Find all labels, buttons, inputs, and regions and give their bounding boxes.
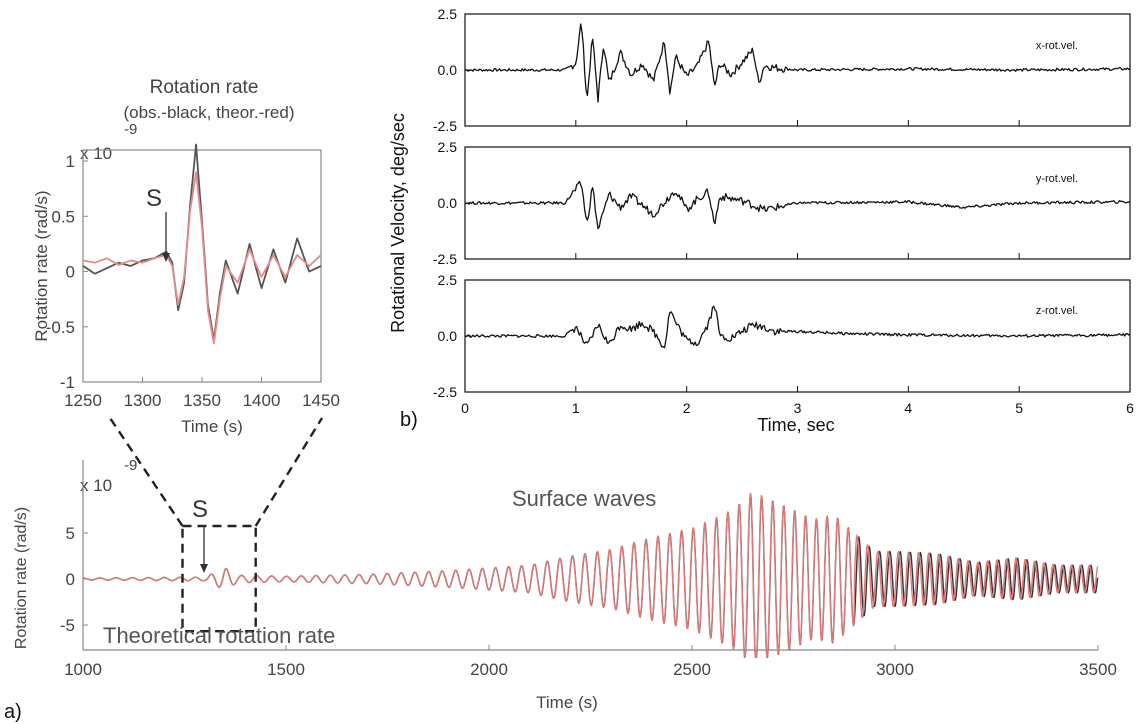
- theo-xtick-label: 3000: [876, 660, 914, 679]
- inset-exponent-power: -9: [124, 121, 137, 138]
- inset-xtick-label: 1350: [183, 391, 221, 410]
- inset-title: Rotation rate: [150, 77, 259, 98]
- inset-panel: Rotation rate (obs.-black, theor.-red) x…: [32, 77, 340, 436]
- theo-ylabel: Rotation rate (rad/s): [13, 507, 30, 649]
- theo-exponent-power: -9: [124, 457, 137, 474]
- legend-y-rot: y-rot.vel.: [1036, 173, 1078, 185]
- rotvel-ytick-label: 0.0: [438, 328, 458, 344]
- inset-xtick-label: 1300: [124, 391, 162, 410]
- rotvel-ticks: 2.50.0-2.52.50.0-2.52.50.0-2.50 1 2 3 4 5 6: [433, 6, 1134, 416]
- rotvel-xtick-label: 4: [904, 400, 912, 416]
- zoom-connector-left: [109, 417, 184, 527]
- rotvel-ytick-label: 2.5: [438, 139, 458, 155]
- inset-subtitle: (obs.-black, theor.-red): [123, 103, 294, 122]
- rotvel-ylabel: Rotational Velocity, deg/sec: [388, 113, 408, 333]
- rotvel-xtick-label: 3: [794, 400, 802, 416]
- rotvel-ytick-label: -2.5: [433, 384, 457, 400]
- theo-theoretical-label: Theoretical rotation rate: [103, 623, 335, 648]
- inset-x-ticks: 1250 1300 1350 1400 1450: [64, 377, 340, 410]
- inset-y-ticks: 1 0.5 0 -0.5 -1: [46, 152, 88, 392]
- rotvel-xtick-label: 2: [683, 400, 691, 416]
- inset-ytick-label: 0.5: [51, 207, 75, 226]
- inset-xtick-label: 1400: [243, 391, 281, 410]
- rotvel-ytick-label: 2.5: [438, 6, 458, 22]
- theo-xtick-label: 1000: [64, 660, 102, 679]
- theo-xtick-label: 3500: [1079, 660, 1117, 679]
- inset-ytick-label: 0: [66, 263, 75, 282]
- rotvel-ytick-label: -2.5: [433, 251, 457, 267]
- rotvel-panel: Rotational Velocity, deg/sec 2.5 0.0 -2.5 2…: [388, 6, 1134, 435]
- theo-ytick-label: 5: [66, 524, 75, 543]
- inset-ylabel: Rotation rate (rad/s): [32, 190, 51, 341]
- rotvel-series-line: [464, 23, 1131, 103]
- rotvel-ytick-label: -2.5: [433, 118, 457, 134]
- theo-ytick-label: 0: [66, 570, 75, 589]
- theo-xtick-label: 2000: [470, 660, 508, 679]
- inset-xtick-label: 1250: [64, 391, 102, 410]
- rotvel-ytick-label: 0.0: [438, 195, 458, 211]
- inset-theoretical-line: [82, 171, 322, 345]
- rotvel-xlabel: Time, sec: [757, 415, 834, 435]
- zoom-connector-right: [254, 417, 324, 527]
- rotvel-xtick-label: 0: [461, 400, 469, 416]
- panel-b-label: b): [400, 409, 418, 431]
- theo-s-arrowhead: [200, 564, 208, 573]
- theo-surface-waves-label: Surface waves: [512, 486, 656, 511]
- rotvel-ytick-label: 0.0: [438, 62, 458, 78]
- zoom-box: [181, 524, 257, 633]
- legend-z-rot: z-rot.vel.: [1036, 305, 1078, 317]
- rotvel-series-line: [464, 180, 1131, 230]
- legend-x-rot: x-rot.vel.: [1036, 40, 1078, 52]
- rotvel-xtick-label: 5: [1015, 400, 1023, 416]
- rotvel-series-group: [464, 23, 1131, 349]
- rotvel-xtick-label: 1: [572, 400, 580, 416]
- theo-xlabel: Time (s): [536, 693, 598, 712]
- theo-theoretical-line: [82, 493, 1099, 658]
- rotvel-series-line: [464, 305, 1131, 349]
- inset-xtick-label: 1450: [302, 391, 340, 410]
- inset-ytick-label: -1: [60, 373, 75, 392]
- inset-exponent-label: x 10: [80, 144, 112, 163]
- theo-ticks: 5 0 -5 1000 1500 2000 2500 3000 3500: [60, 524, 1117, 679]
- inset-ytick-label: -0.5: [46, 318, 75, 337]
- theo-s-annotation: S: [192, 496, 208, 523]
- theo-series-group: [82, 493, 1099, 658]
- theo-ytick-label: -5: [60, 616, 75, 635]
- theo-exponent-label: x 10: [80, 476, 112, 495]
- rotvel-xtick-label: 6: [1126, 400, 1134, 416]
- inset-s-arrowhead: [162, 253, 170, 262]
- theoretical-panel: x 10 -9 5 0 -5 1000 1500 2000 2500 3000 3500 S S…: [4, 417, 1117, 723]
- theo-xtick-label: 1500: [267, 660, 305, 679]
- inset-observed-line: [82, 143, 322, 341]
- inset-plot-frame: [82, 149, 322, 383]
- inset-ytick-label: 1: [66, 152, 75, 171]
- inset-xlabel: Time (s): [181, 417, 243, 436]
- theo-xtick-label: 2500: [673, 660, 711, 679]
- panel-a-label: a): [4, 701, 22, 723]
- rotvel-ytick-label: 2.5: [438, 272, 458, 288]
- inset-s-annotation: S: [146, 185, 162, 212]
- inset-series-group: [82, 143, 322, 345]
